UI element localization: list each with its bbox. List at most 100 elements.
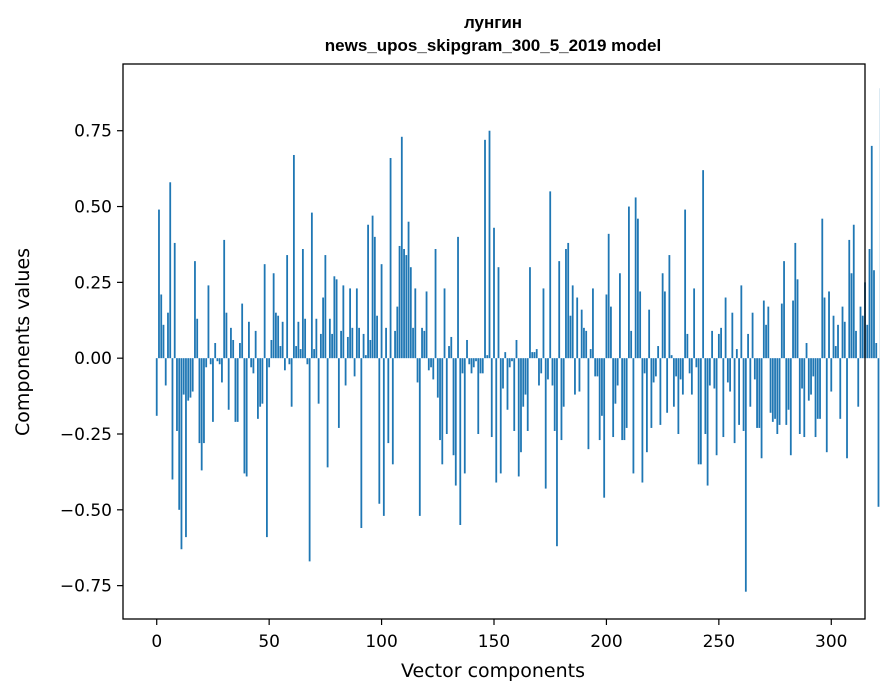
bar bbox=[209, 358, 212, 365]
bar bbox=[171, 358, 174, 480]
bar bbox=[720, 327, 722, 359]
bar bbox=[468, 358, 471, 365]
bar bbox=[250, 358, 253, 368]
bar bbox=[376, 315, 378, 359]
bar bbox=[569, 315, 572, 359]
bar bbox=[747, 333, 749, 359]
bar bbox=[270, 339, 273, 359]
bar bbox=[765, 324, 767, 359]
bar bbox=[684, 209, 687, 359]
bar bbox=[243, 358, 246, 474]
bar bbox=[645, 358, 648, 453]
bar bbox=[549, 191, 552, 359]
bar bbox=[666, 358, 669, 413]
bar bbox=[529, 267, 531, 359]
bar bbox=[805, 343, 808, 359]
y-tick-label: 0.00 bbox=[74, 349, 112, 369]
bar bbox=[421, 327, 423, 359]
bar bbox=[641, 358, 644, 483]
bar bbox=[594, 358, 597, 377]
bar bbox=[634, 197, 637, 359]
bar bbox=[639, 291, 642, 359]
bar bbox=[218, 358, 221, 365]
bar bbox=[596, 358, 599, 377]
bar bbox=[405, 255, 408, 359]
bar bbox=[200, 358, 203, 471]
bar bbox=[810, 358, 812, 395]
bar bbox=[780, 303, 783, 359]
bar bbox=[702, 170, 705, 359]
bar bbox=[324, 255, 327, 359]
bar bbox=[693, 288, 696, 359]
bar bbox=[387, 358, 390, 444]
bar bbox=[497, 267, 500, 359]
bar bbox=[708, 358, 711, 386]
bar bbox=[508, 358, 511, 368]
bar bbox=[248, 321, 250, 359]
bar bbox=[434, 249, 437, 359]
bar bbox=[328, 318, 331, 359]
bar bbox=[713, 358, 716, 389]
bar bbox=[677, 358, 680, 434]
bar bbox=[699, 358, 702, 465]
bar bbox=[232, 339, 235, 359]
bar bbox=[535, 349, 538, 359]
bar bbox=[580, 309, 583, 359]
bar bbox=[155, 358, 158, 416]
bar bbox=[176, 358, 178, 431]
bar bbox=[490, 358, 493, 438]
bar bbox=[850, 273, 853, 359]
bar bbox=[389, 158, 392, 359]
bar bbox=[762, 300, 765, 359]
bar bbox=[771, 358, 774, 422]
bar bbox=[711, 330, 714, 359]
x-tick-label: 250 bbox=[703, 632, 735, 652]
bar bbox=[830, 358, 833, 392]
bar bbox=[353, 358, 356, 377]
bar bbox=[274, 312, 277, 359]
bar bbox=[301, 249, 304, 359]
x-tick-label: 200 bbox=[590, 632, 622, 652]
bar bbox=[486, 355, 489, 359]
bar bbox=[355, 288, 358, 359]
bar bbox=[612, 358, 615, 438]
bar bbox=[448, 346, 450, 359]
bar bbox=[726, 358, 729, 383]
bar bbox=[659, 358, 662, 425]
bar bbox=[221, 358, 223, 383]
bar bbox=[362, 333, 365, 359]
bar bbox=[335, 279, 338, 359]
bar bbox=[857, 358, 860, 407]
bar bbox=[783, 261, 785, 359]
bar bbox=[459, 358, 462, 525]
bar bbox=[304, 318, 307, 359]
bar bbox=[675, 358, 678, 377]
bar bbox=[789, 358, 792, 456]
bar bbox=[767, 306, 770, 359]
bar bbox=[753, 358, 756, 380]
bar bbox=[436, 358, 439, 398]
bar bbox=[625, 358, 628, 428]
bar bbox=[198, 358, 201, 444]
x-tick-label: 150 bbox=[478, 632, 510, 652]
bar bbox=[427, 358, 430, 371]
bar bbox=[331, 333, 334, 359]
x-tick-label: 300 bbox=[815, 632, 847, 652]
bar bbox=[441, 358, 444, 465]
bar bbox=[578, 358, 581, 392]
bar bbox=[423, 330, 426, 359]
bar bbox=[567, 242, 570, 359]
bar bbox=[279, 346, 282, 359]
bar bbox=[583, 327, 585, 359]
bar bbox=[744, 358, 747, 592]
bar bbox=[457, 236, 459, 359]
bar bbox=[414, 288, 417, 359]
bar bbox=[632, 358, 635, 474]
bar bbox=[661, 273, 664, 359]
bar bbox=[400, 136, 403, 359]
bar bbox=[241, 303, 244, 359]
bar bbox=[257, 358, 259, 419]
bar bbox=[679, 358, 682, 380]
bar bbox=[164, 358, 167, 386]
